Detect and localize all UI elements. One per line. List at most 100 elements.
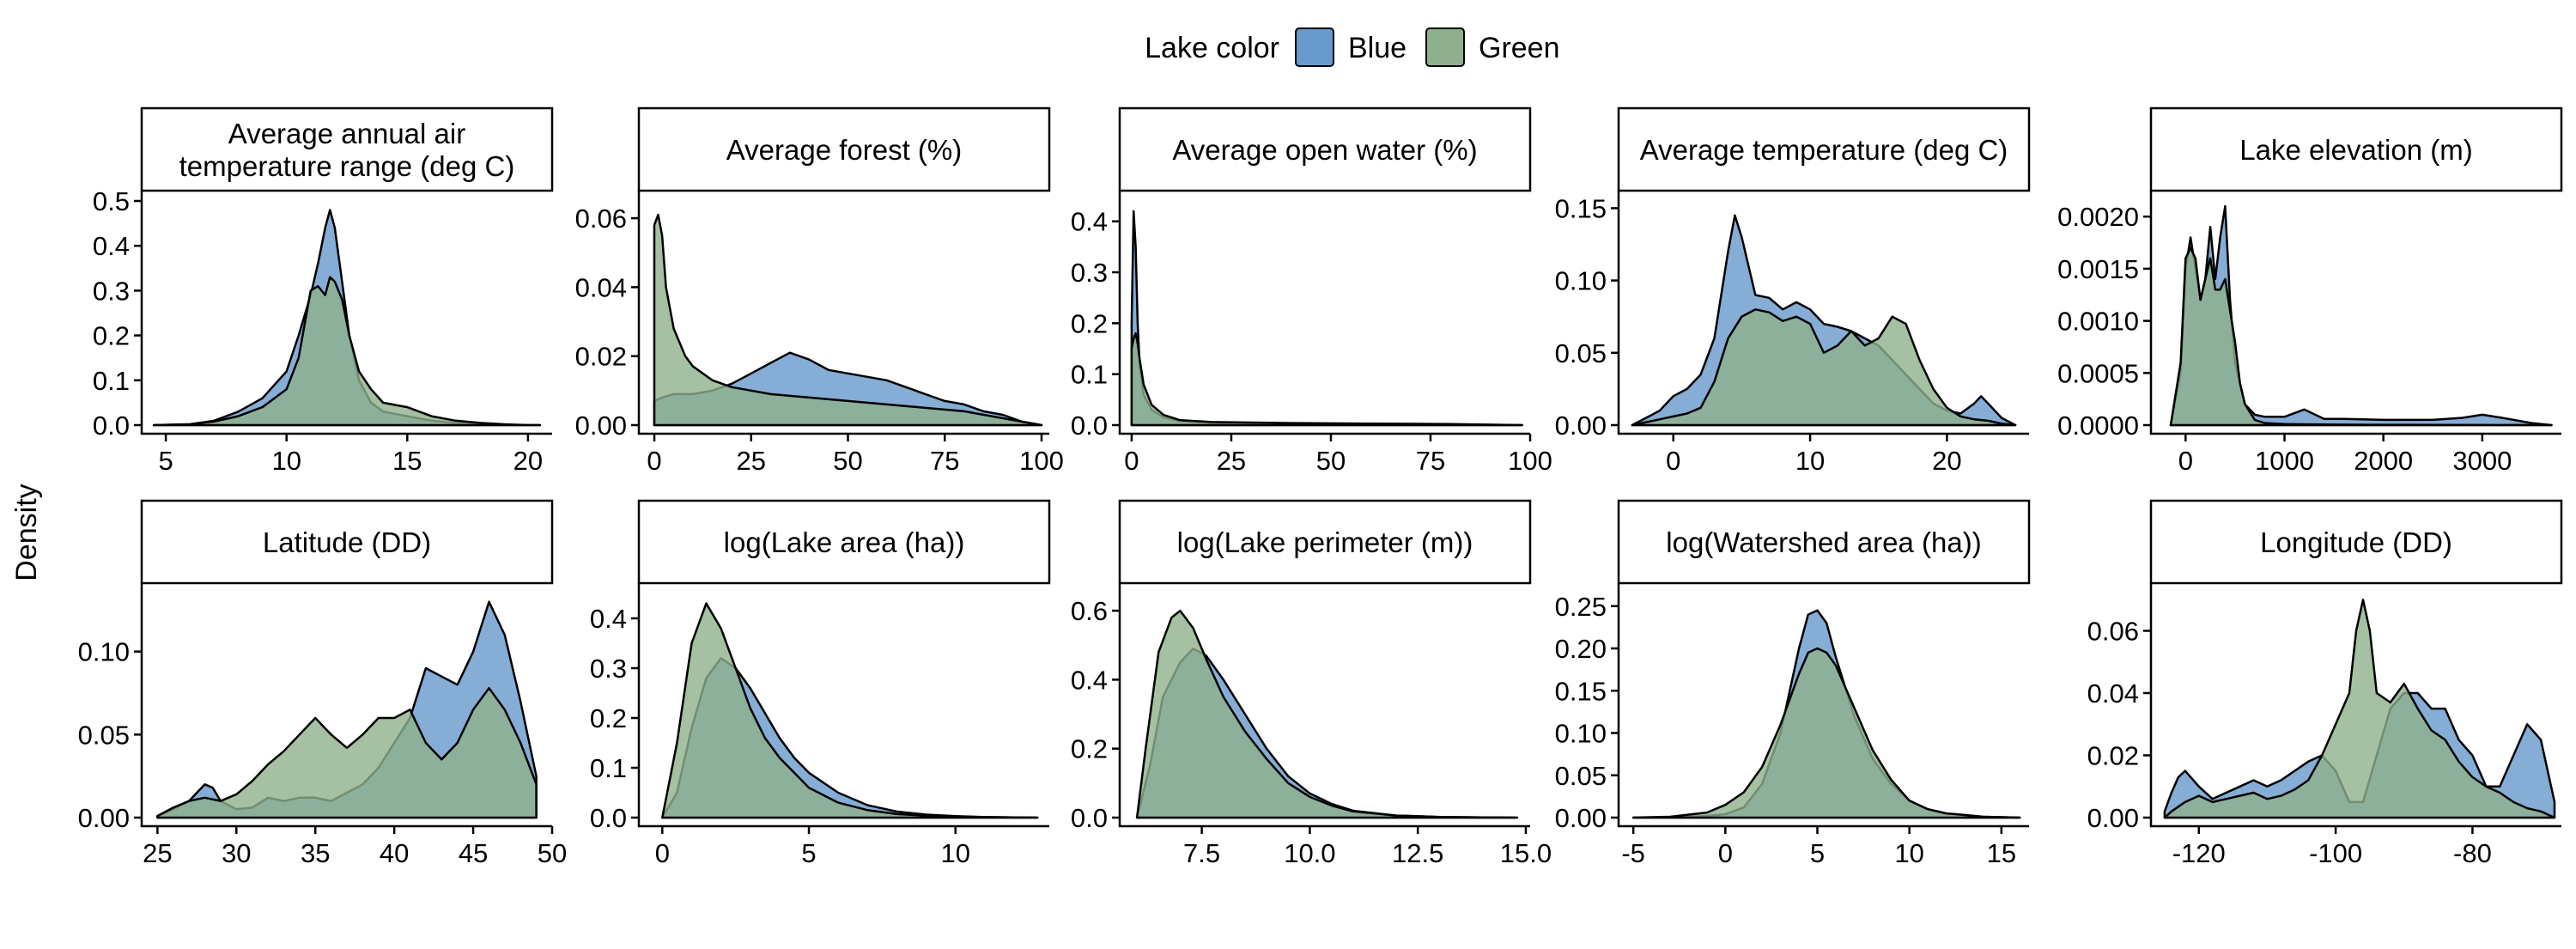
density-green xyxy=(1631,308,2017,427)
y-tick-label: 0.0000 xyxy=(2057,411,2139,441)
x-tick-label: 75 xyxy=(930,446,959,476)
legend-key-green xyxy=(1425,27,1465,67)
facet-strip xyxy=(637,499,1051,585)
x-tick-label: 15 xyxy=(392,446,422,476)
y-axis-title: Density xyxy=(10,484,43,581)
facet-title: Average annual air xyxy=(228,118,465,149)
y-tick-label: 0.4 xyxy=(1071,207,1108,237)
facet-strip xyxy=(1118,499,1532,585)
facet-title: Average open water (%) xyxy=(1172,134,1477,166)
facet-title: log(Watershed area (ha)) xyxy=(1666,526,1981,558)
panel-3: Average open water (%) 0.0 0.1 0.2 0.3 0.4 0 25… xyxy=(1071,106,1552,476)
y-tick-label: 0.4 xyxy=(590,604,627,634)
y-tick-label: 0.3 xyxy=(93,276,130,306)
x-tick-label: -120 xyxy=(2172,838,2226,868)
x-tick-label: 10 xyxy=(1795,446,1825,476)
y-tick-label: 0.4 xyxy=(93,231,130,261)
y-tick-label: 0.02 xyxy=(2087,741,2139,771)
y-tick-label: 0.2 xyxy=(1071,734,1108,764)
x-tick-label: 1000 xyxy=(2255,446,2314,476)
legend-key-blue xyxy=(1295,27,1334,67)
x-tick-label: 12.5 xyxy=(1392,838,1443,868)
x-tick-label: 20 xyxy=(1932,446,1961,476)
facet-strip xyxy=(140,106,554,192)
x-tick-label: 10 xyxy=(1894,838,1923,868)
facet-title: log(Lake area (ha)) xyxy=(724,526,965,558)
y-tick-label: 0.00 xyxy=(2087,803,2139,833)
x-tick-label: 20 xyxy=(513,446,543,476)
y-tick-label: 0.00 xyxy=(1555,411,1607,441)
y-tick-label: 0.0 xyxy=(1071,411,1108,441)
density-green xyxy=(1135,609,1519,819)
density-green xyxy=(1130,332,1523,427)
x-tick-label: 25 xyxy=(143,838,172,868)
y-tick-label: 0.0020 xyxy=(2057,202,2139,232)
y-tick-label: 0.0010 xyxy=(2057,307,2139,337)
density-blue xyxy=(1130,210,1523,427)
legend: Lake color Blue Green xyxy=(1145,27,1560,67)
x-tick-label: 10 xyxy=(271,446,301,476)
facet-strip xyxy=(1617,499,2031,585)
x-tick-label: 0 xyxy=(1124,446,1139,476)
panel-6: Latitude (DD) 0.00 0.05 0.10 25 30 35 40 45 50 xyxy=(78,499,567,868)
x-tick-label: 45 xyxy=(459,838,488,868)
y-tick-label: 0.04 xyxy=(2087,678,2139,709)
y-tick-label: 0.10 xyxy=(78,637,130,667)
panel-10: Longitude (DD) 0.00 0.02 0.04 0.06 -120 -100 -8… xyxy=(2087,499,2563,868)
facet-title: log(Lake perimeter (m)) xyxy=(1177,526,1473,558)
x-tick-label: 50 xyxy=(833,446,862,476)
panel-7: log(Lake area (ha)) 0.0 0.1 0.2 0.3 0.4 0 5 10 xyxy=(590,499,1051,868)
x-tick-label: 5 xyxy=(1810,838,1825,868)
x-tick-label: 0 xyxy=(647,446,661,476)
y-tick-label: 0.06 xyxy=(575,204,627,234)
y-tick-label: 0.10 xyxy=(1555,719,1607,749)
y-tick-label: 0.1 xyxy=(1071,360,1108,390)
panel-2: Average forest (%) 0.00 0.02 0.04 0.06 0 25 50 7… xyxy=(575,106,1064,476)
density-green xyxy=(156,686,538,819)
facet-title: Average forest (%) xyxy=(726,134,963,166)
y-tick-label: 0.02 xyxy=(575,342,627,372)
y-tick-label: 0.05 xyxy=(78,720,130,750)
y-tick-label: 0.04 xyxy=(575,272,627,302)
x-tick-label: 30 xyxy=(222,838,251,868)
y-tick-label: 0.00 xyxy=(78,803,130,833)
y-tick-label: 0.06 xyxy=(2087,617,2139,647)
density-green xyxy=(1631,647,2021,819)
y-tick-label: 0.2 xyxy=(590,703,627,733)
facet-title: Lake elevation (m) xyxy=(2239,134,2472,166)
x-tick-label: 50 xyxy=(1316,446,1346,476)
y-tick-label: 0.0015 xyxy=(2057,254,2139,284)
x-tick-label: 0 xyxy=(1666,446,1680,476)
facet-strip xyxy=(1118,106,1532,192)
x-tick-label: -5 xyxy=(1621,838,1645,868)
y-tick-label: 0.1 xyxy=(590,753,627,783)
x-tick-label: 10.0 xyxy=(1284,838,1335,868)
facet-title: temperature range (deg C) xyxy=(179,150,515,182)
facet-title: Average temperature (deg C) xyxy=(1640,134,2008,166)
x-tick-label: 15.0 xyxy=(1500,838,1552,868)
density-green xyxy=(2163,599,2556,819)
panel-8: log(Lake perimeter (m)) 0.0 0.2 0.4 0.6 7.5 10… xyxy=(1071,499,1552,868)
legend-label-blue: Blue xyxy=(1348,32,1406,64)
facet-strip xyxy=(140,499,554,585)
facet-strip xyxy=(2149,106,2563,192)
legend-title: Lake color xyxy=(1145,32,1279,64)
legend-label-green: Green xyxy=(1479,32,1560,64)
facet-strip xyxy=(2149,499,2563,585)
x-tick-label: 100 xyxy=(1019,446,1064,476)
panel-9: log(Watershed area (ha)) 0.00 0.05 0.10 0.15… xyxy=(1555,499,2031,868)
y-tick-label: 0.3 xyxy=(1071,258,1108,288)
x-tick-label: 0 xyxy=(655,838,670,868)
y-tick-label: 0.4 xyxy=(1071,665,1108,695)
x-tick-label: 35 xyxy=(301,838,330,868)
x-tick-label: 0 xyxy=(1718,838,1733,868)
y-tick-label: 0.05 xyxy=(1555,338,1607,368)
y-tick-label: 0.5 xyxy=(93,186,130,216)
facet-strip xyxy=(1617,106,2031,192)
y-tick-label: 0.10 xyxy=(1555,266,1607,296)
y-tick-label: 0.0 xyxy=(590,803,627,833)
x-tick-label: 2000 xyxy=(2354,446,2413,476)
panel-5: Lake elevation (m) 0.0000 0.0005 0.0010 0.00… xyxy=(2057,106,2563,476)
